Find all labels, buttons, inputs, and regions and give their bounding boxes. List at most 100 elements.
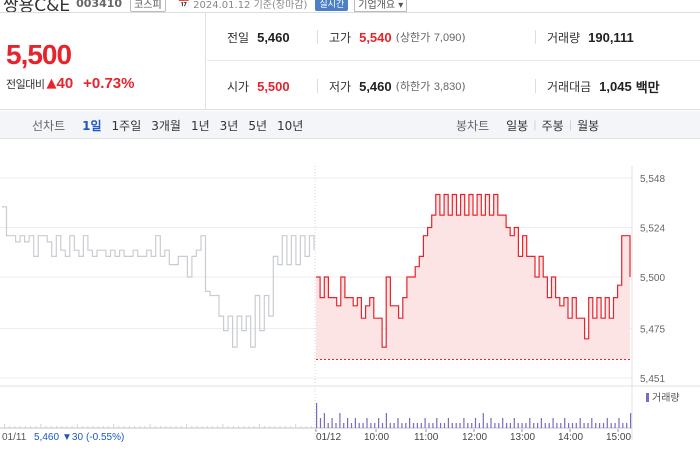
volume-bar xyxy=(486,423,488,428)
prev-volume-bar xyxy=(206,426,208,428)
volume-bar xyxy=(599,423,601,428)
volume-bar xyxy=(323,413,325,428)
volume-bar xyxy=(374,423,376,428)
prev-volume-bar xyxy=(232,426,234,428)
volume-bar xyxy=(350,423,353,428)
volume-bar xyxy=(409,418,411,428)
volume-bar xyxy=(622,423,624,428)
volume-bar xyxy=(552,418,554,428)
lower-limit-value: 3,830 xyxy=(433,81,462,93)
stats-row-1: 전일 5,460 고가 5,540 (상한가 7,090) 거래량 190,11… xyxy=(207,13,700,61)
lower-limit-label: 하한가 xyxy=(399,80,431,93)
current-price: 5,500 xyxy=(6,39,72,70)
prev-volume-bar xyxy=(264,426,265,428)
x-tick-label: 10:00 xyxy=(364,432,389,443)
x-tick-label: 01/12 xyxy=(316,432,341,443)
volume-bar xyxy=(385,413,387,428)
tab-5y[interactable]: 5년 xyxy=(248,118,268,133)
prev-volume-bar xyxy=(35,426,37,428)
prev-volume-bar xyxy=(238,426,239,428)
volume-bar xyxy=(606,418,608,428)
x-tick-label: 13:00 xyxy=(510,432,535,443)
prev-close-cell: 전일 5,460 xyxy=(227,13,290,61)
tab-1d[interactable]: 1일 xyxy=(82,118,102,133)
volume-bar xyxy=(354,418,356,428)
tab-weekly-candle[interactable]: 주봉 xyxy=(541,118,564,133)
y-tick-label: 5,548 xyxy=(640,174,665,185)
amount-label: 거래대금 xyxy=(547,79,592,94)
market-badge: 코스피 xyxy=(130,0,166,12)
prev-day-change: ▼30 xyxy=(62,432,83,443)
prev-volume-bar xyxy=(123,426,125,428)
tab-1w[interactable]: 1주일 xyxy=(111,118,142,133)
prev-volume-bar xyxy=(284,426,286,428)
current-price-box: 5,500 전일대비 ▲ 40 +0.73% xyxy=(0,13,206,110)
line-chart-label: 선차트 xyxy=(32,118,66,133)
volume-bar xyxy=(362,423,364,428)
stats-table: 전일 5,460 고가 5,540 (상한가 7,090) 거래량 190,11… xyxy=(207,13,700,110)
today-area xyxy=(316,194,630,360)
volume-bar xyxy=(316,403,318,428)
volume-bar xyxy=(517,423,519,428)
prev-volume-bar xyxy=(66,426,68,428)
prev-day-percent: (-0.55%) xyxy=(86,432,124,443)
volume-bar xyxy=(478,423,480,428)
volume-bar xyxy=(533,423,535,428)
high-label: 고가 xyxy=(329,30,352,45)
tab-daily-candle[interactable]: 일봉 xyxy=(506,118,529,133)
volume-label: 거래량 xyxy=(547,30,581,45)
volume-bar xyxy=(529,418,531,428)
realtime-badge[interactable]: 실시간 xyxy=(315,0,349,11)
y-tick-label: 5,475 xyxy=(640,325,665,336)
tab-3y[interactable]: 3년 xyxy=(219,118,239,133)
prev-volume-bar xyxy=(102,426,104,428)
volume-bar xyxy=(494,423,496,428)
volume-bar xyxy=(463,418,465,428)
intraday-chart: 5,548 5,524 5,500 5,475 5,451 거래량 01/11 5,460 ▼3… xyxy=(0,140,700,450)
volume-bar xyxy=(490,418,492,428)
volume-bar xyxy=(389,423,391,428)
prev-volume-bar xyxy=(82,426,83,428)
change-value: 40 xyxy=(56,75,74,92)
volume-bar xyxy=(393,423,395,428)
amount-cell: 거래대금 1,045 백만 xyxy=(547,62,660,110)
up-triangle-icon: ▲ xyxy=(46,76,57,91)
volume-bar xyxy=(498,423,500,428)
high-cell: 고가 5,540 (상한가 7,090) xyxy=(329,13,466,61)
prev-volume-bar xyxy=(24,426,26,428)
prev-volume-bar xyxy=(14,426,16,428)
volume-bar xyxy=(591,418,593,428)
volume-bar xyxy=(451,423,453,428)
prev-volume-bar xyxy=(300,426,302,428)
volume-bar xyxy=(626,423,628,428)
prev-volume-bar xyxy=(201,426,203,428)
volume-bar xyxy=(544,423,546,428)
volume-bar xyxy=(610,423,612,428)
prev-day-close: 5,460 xyxy=(34,432,59,443)
prev-volume-bar xyxy=(212,426,213,428)
volume-bar xyxy=(401,423,403,428)
volume-bar xyxy=(455,423,457,428)
volume-bar xyxy=(397,418,399,428)
volume-bar xyxy=(579,418,581,428)
low-value: 5,460 xyxy=(359,78,392,94)
tab-1y[interactable]: 1년 xyxy=(190,118,210,133)
volume-bar xyxy=(583,423,585,428)
company-overview-button[interactable]: 기업개요 ▾ xyxy=(354,0,408,12)
tab-3m[interactable]: 3개월 xyxy=(151,118,181,133)
x-tick-label: 15:00 xyxy=(606,432,631,443)
tab-10y[interactable]: 10년 xyxy=(277,118,304,133)
tab-monthly-candle[interactable]: 월봉 xyxy=(577,118,600,133)
volume-bar xyxy=(560,423,562,428)
volume-bar xyxy=(416,423,418,428)
prev-volume-bar xyxy=(92,426,94,428)
stock-header: 쌍용C&E 003410 코스피 📅 2024.01.12 기준(장마감) 실시… xyxy=(0,0,700,12)
prev-volume-bar xyxy=(160,426,161,428)
volume-bar xyxy=(513,418,515,428)
chevron-down-icon: ▾ xyxy=(398,0,404,11)
low-label: 저가 xyxy=(329,79,352,94)
volume-bar xyxy=(432,423,434,428)
volume-value: 190,111 xyxy=(588,29,634,45)
prev-volume-bar xyxy=(87,426,89,428)
volume-bar xyxy=(436,418,438,428)
